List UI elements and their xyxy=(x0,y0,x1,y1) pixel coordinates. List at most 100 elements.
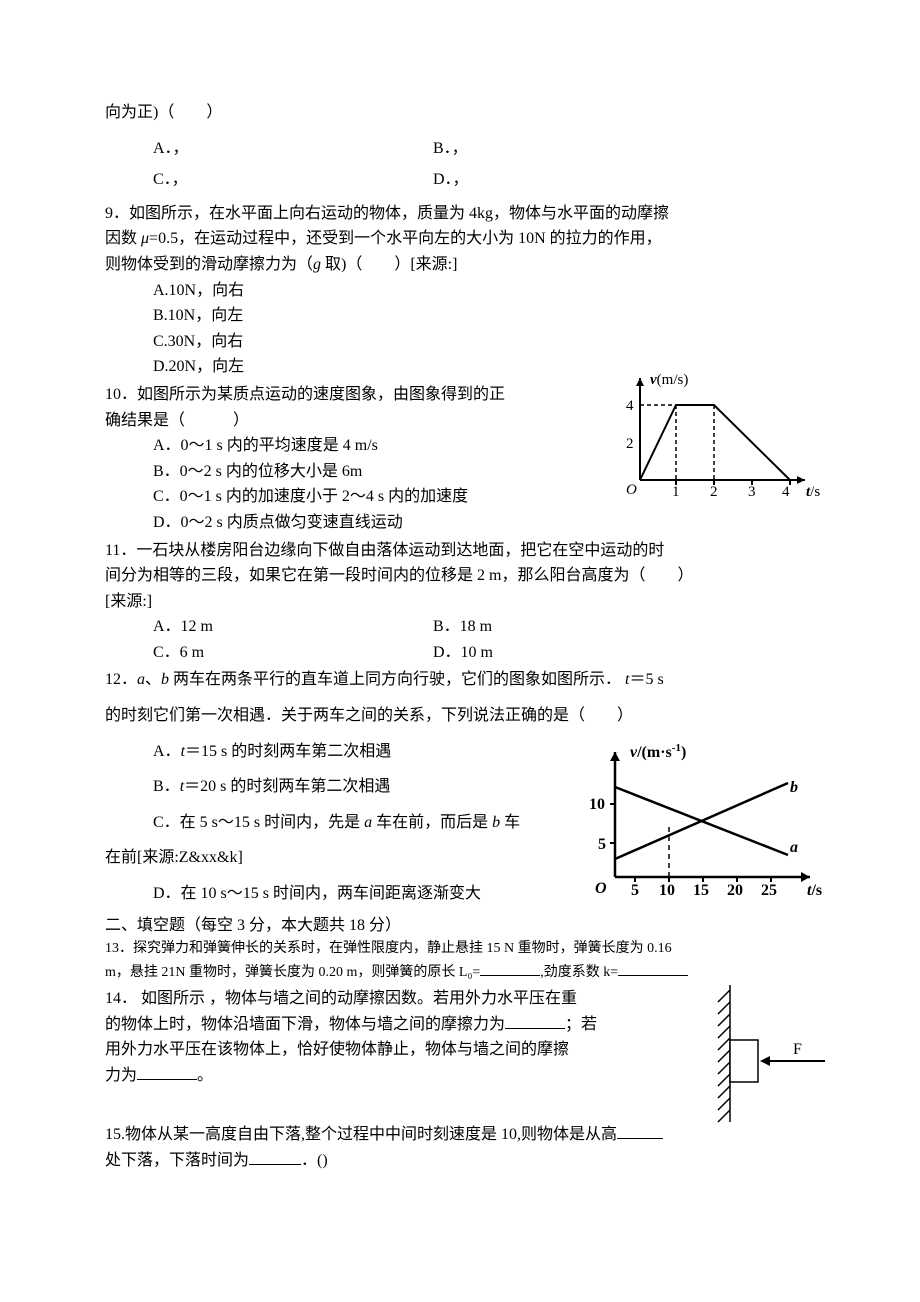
q12-origin-label: O xyxy=(595,880,607,897)
q12-stem-line2: 的时刻它们第一次相遇．关于两车之间的关系，下列说法正确的是（ ） xyxy=(105,703,815,729)
q11-stem-line2: 间分为相等的三段，如果它在第一段时间内的位移是 2 m，那么阳台高度为（ ） xyxy=(105,563,815,589)
q10-option-b: B．0～2 s 内的位移大小是 6m xyxy=(105,459,633,485)
q15-line2: 处下落，下落时间为 ．() xyxy=(105,1148,815,1174)
q10-ylabel: v(m/s) xyxy=(650,372,688,388)
q12-c-post: 车 xyxy=(500,814,520,831)
q12-xtick-5: 5 xyxy=(631,882,639,899)
q14-line1: 14． 如图所示 ，物体与墙之间的动摩擦因数。若用外力水平压在重 xyxy=(105,986,635,1012)
q12-xtick-10: 10 xyxy=(659,882,675,899)
q9-stem-line3: 则物体受到的滑动摩擦力为（g 取)（ ）[来源:] xyxy=(105,252,815,278)
q12-c-mid: 车在前，而后是 xyxy=(372,814,492,831)
section-2-title: 二、填空题（每空 3 分，本大题共 18 分） xyxy=(105,913,815,939)
q8-option-c: C．， xyxy=(153,167,433,193)
q11-option-c: C．6 m xyxy=(153,640,433,666)
q15-line1: 15.物体从某一高度自由下落,整个过程中中间时刻速度是 10,则物体是从高 xyxy=(105,1122,815,1148)
q14-force-label: F xyxy=(793,1041,802,1058)
q13-line1: 13．探究弹力和弹簧伸长的关系时，在弹性限度内，静止悬挂 15 N 重物时，弹簧… xyxy=(105,938,815,960)
q8-option-b: B．， xyxy=(433,136,468,162)
q15-blank-time xyxy=(249,1148,301,1165)
q14-wall-diagram: F xyxy=(675,982,835,1127)
q13-blank-k xyxy=(618,961,688,976)
q10-xtick-1: 1 xyxy=(672,484,680,500)
q12-xtick-20: 20 xyxy=(727,882,743,899)
q11-option-d: D．10 m xyxy=(433,640,493,666)
q9-g: g xyxy=(313,256,321,273)
q10-ytick-4: 4 xyxy=(626,398,634,414)
q9-option-a: A.10N，向右 xyxy=(105,278,815,304)
q12-series-b xyxy=(615,783,788,859)
q13-blank-L0 xyxy=(480,961,540,976)
q14-l2-post: ；若 xyxy=(565,1016,597,1033)
q9-stem-l2-pre: 因数 xyxy=(105,230,141,247)
q15-l2-pre: 处下落，下落时间为 xyxy=(105,1152,249,1169)
q12-xtick-15: 15 xyxy=(693,882,709,899)
q8-stem-tail: 向为正)（ ） xyxy=(105,100,815,126)
q11-option-a: A．12 m xyxy=(153,614,433,640)
q12-ytick-10: 10 xyxy=(589,796,605,813)
q14-line2: 的物体上时，物体沿墙面下滑，物体与墙之间的摩擦力为 ；若 xyxy=(105,1012,635,1038)
question-15: 15.物体从某一高度自由下落,整个过程中中间时刻速度是 10,则物体是从高 处下… xyxy=(105,1122,815,1173)
q10-ytick-2: 2 xyxy=(626,436,634,452)
q14-l4-post: 。 xyxy=(197,1067,213,1084)
q12-label-b: b xyxy=(790,779,798,796)
q13-l2-pre: m，悬挂 21N 重物时，弹簧长度为 0.20 m，则弹簧的原长 L₀= xyxy=(105,965,480,980)
q10-origin-label: O xyxy=(626,482,637,498)
q12-vt-chart: v/(m·s-1) t/s O 5 10 5 10 15 20 25 xyxy=(575,737,835,907)
q12-xtick-25: 25 xyxy=(761,882,777,899)
exam-page: 向为正)（ ） A．， B．， C．， D．， 9．如图所示，在水平面上向右运动… xyxy=(0,0,920,1302)
question-13: 13．探究弹力和弹簧伸长的关系时，在弹性限度内，静止悬挂 15 N 重物时，弹簧… xyxy=(105,938,815,984)
q10-option-a: A．0～1 s 内的平均速度是 4 m/s xyxy=(105,433,633,459)
q8-option-d: D．， xyxy=(433,167,469,193)
q12-ytick-5: 5 xyxy=(598,836,606,853)
question-14: F 14． 如图所示 ，物体与墙之间的动摩擦因数。若用外力水平压在重 的物体上时… xyxy=(105,986,815,1088)
q9-stem-l3-pre: 则物体受到的滑动摩擦力为（ xyxy=(105,256,313,273)
q9-option-b: B.10N，向左 xyxy=(105,303,815,329)
q12-option-b: B．t＝20 s 的时刻两车第二次相遇 xyxy=(105,774,633,800)
q12-c-b: b xyxy=(492,814,500,831)
q12-label-a: a xyxy=(790,839,798,856)
q10-option-c: C．0～1 s 内的加速度小于 2～4 s 内的加速度 xyxy=(105,484,633,510)
q11-stem-line3: [来源:] xyxy=(105,589,815,615)
q14-line4: 力为 。 xyxy=(105,1063,635,1089)
question-12: v/(m·s-1) t/s O 5 10 5 10 15 20 25 xyxy=(105,667,815,906)
q12-a-pre: A． xyxy=(153,743,181,760)
q15-l2-post: ．() xyxy=(301,1152,328,1169)
q10-stem-line1: 10．如图所示为某质点运动的速度图象，由图象得到的正 xyxy=(105,382,585,408)
q10-option-d: D．0～2 s 内质点做匀变速直线运动 xyxy=(105,510,633,536)
q9-stem-line1: 9．如图所示，在水平面上向右运动的物体，质量为 4kg，物体与水平面的动摩擦 xyxy=(105,201,815,227)
q10-stem-line2: 确结果是（ ） xyxy=(105,408,585,434)
q8-option-a: A．， xyxy=(153,136,433,162)
q12-c-pre: C．在 5 s～15 s 时间内，先是 xyxy=(153,814,364,831)
q15-blank-height xyxy=(617,1122,663,1139)
q12-ylabel: v/(m·s-1) xyxy=(630,742,686,761)
q12-option-a: A．t＝15 s 的时刻两车第二次相遇 xyxy=(105,739,633,765)
q14-l4-pre: 力为 xyxy=(105,1067,137,1084)
q13-l2-mid: ,劲度系数 k= xyxy=(540,965,618,980)
q10-xtick-2: 2 xyxy=(710,484,718,500)
q11-stem-line1: 11．一石块从楼房阳台边缘向下做自由落体运动到达地面，把它在空中运动的时 xyxy=(105,538,815,564)
q14-line3: 用外力水平压在该物体上，恰好使物体静止，物体与墙之间的摩擦 xyxy=(105,1037,635,1063)
q12-stem-line1: 12．a、b 两车在两条平行的直车道上同方向行驶，它们的图象如图所示． t＝5 … xyxy=(105,667,815,693)
q12-b-pre: B． xyxy=(153,778,180,795)
q9-stem-l2-mid: =0.5，在运动过程中，还受到一个水平向左的大小为 10N 的拉力的作用， xyxy=(149,230,662,247)
q13-line2: m，悬挂 21N 重物时，弹簧长度为 0.20 m，则弹簧的原长 L₀= ,劲度系… xyxy=(105,961,815,984)
question-8-tail: 向为正)（ ） A．， B．， C．， D．， xyxy=(105,100,815,193)
q12-xlabel: t/s xyxy=(807,882,822,899)
q12-c-a: a xyxy=(364,814,372,831)
q12-option-c-line1: C．在 5 s～15 s 时间内，先是 a 车在前，而后是 b 车 xyxy=(105,810,633,836)
q12-a-post: ＝15 s 的时刻两车第二次相遇 xyxy=(185,743,391,760)
q14-l2-pre: 的物体上时，物体沿墙面下滑，物体与墙之间的摩擦力为 xyxy=(105,1016,505,1033)
question-10: 2 4 1 2 3 4 O v(m/s) t/s xyxy=(105,382,815,536)
q10-xlabel: t/s xyxy=(806,484,820,500)
q12-b-post: ＝20 s 的时刻两车第二次相遇 xyxy=(184,778,390,795)
q11-option-b: B．18 m xyxy=(433,614,492,640)
q14-blank-1 xyxy=(505,1012,565,1029)
q10-xtick-4: 4 xyxy=(782,484,790,500)
question-9: 9．如图所示，在水平面上向右运动的物体，质量为 4kg，物体与水平面的动摩擦 因… xyxy=(105,201,815,380)
question-11: 11．一石块从楼房阳台边缘向下做自由落体运动到达地面，把它在空中运动的时 间分为… xyxy=(105,538,815,666)
q14-blank-2 xyxy=(137,1063,197,1080)
q9-stem-l3-post: 取)（ ）[来源:] xyxy=(321,256,457,273)
q9-option-c: C.30N，向右 xyxy=(105,329,815,355)
q9-mu: μ xyxy=(141,230,149,247)
q15-l1-pre: 15.物体从某一高度自由下落,整个过程中中间时刻速度是 10,则物体是从高 xyxy=(105,1126,617,1143)
